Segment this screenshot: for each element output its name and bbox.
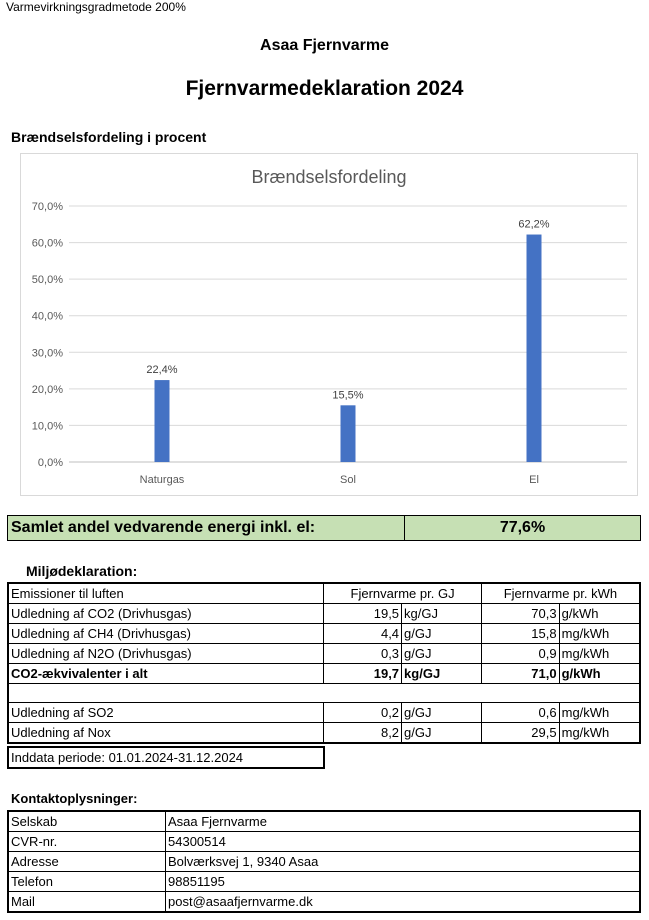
chart-bar [340, 405, 356, 462]
emission-label: Udledning af CO2 (Drivhusgas) [7, 603, 325, 624]
emission-gj-value: 19,5 [323, 603, 403, 624]
contact-key: Adresse [7, 851, 166, 872]
emission-gj-value: 0,3 [323, 643, 403, 664]
method-label: Varmevirkningsgradmetode 200% [6, 0, 186, 14]
emission-kwh-value: 70,3 [480, 603, 560, 624]
emission-gj-unit: g/GJ [401, 623, 482, 644]
contact-row: Selskab Asaa Fjernvarme [7, 810, 641, 832]
bar-value-label: 15,5% [332, 389, 363, 401]
emission-kwh-unit: g/kWh [558, 603, 641, 624]
emission-kwh-value: 29,5 [480, 722, 560, 743]
contact-key: Mail [7, 891, 166, 913]
chart-labels: 22,4% Naturgas 15,5% Sol 62,2% El [140, 219, 550, 486]
y-tick-label: 40,0% [32, 311, 63, 323]
emission-kwh-unit: mg/kWh [558, 623, 641, 644]
y-tick-label: 10,0% [32, 420, 63, 432]
contact-key: Telefon [7, 871, 166, 892]
emission-total-label: CO2-ækvivalenter i alt [7, 663, 325, 684]
chart-title: Brændselsfordeling [251, 167, 406, 187]
emission-gj-unit: g/GJ [401, 702, 482, 723]
emission-label: Udledning af N2O (Drivhusgas) [7, 643, 325, 664]
emission-label: Udledning af Nox [7, 722, 325, 743]
emission-total-kwh-unit: g/kWh [558, 663, 641, 684]
y-tick-label: 60,0% [32, 238, 63, 250]
emission-kwh-unit: mg/kWh [558, 722, 641, 743]
emissions-row: Udledning af N2O (Drivhusgas) 0,3 g/GJ 0… [7, 643, 641, 664]
emissions-row: Udledning af Nox 8,2 g/GJ 29,5 mg/kWh [7, 722, 641, 743]
emissions-header-row: Emissioner til luften Fjernvarme pr. GJ … [7, 583, 641, 604]
emission-kwh-unit: mg/kWh [558, 702, 641, 723]
bar-value-label: 22,4% [146, 364, 177, 376]
chart-bar [526, 234, 542, 462]
renewable-share-divider [404, 516, 405, 540]
renewable-share-label: Samlet andel vedvarende energi inkl. el: [11, 519, 316, 536]
contact-row: Mail post@asaafjernvarme.dk [7, 891, 641, 913]
fuel-section-heading: Brændselsfordeling i procent [11, 129, 207, 145]
input-period: Inddata periode: 01.01.2024-31.12.2024 [7, 746, 325, 769]
contact-key: CVR-nr. [7, 831, 166, 852]
contact-row: Telefon 98851195 [7, 871, 641, 892]
x-category-label: Naturgas [140, 474, 185, 486]
emission-total-kwh-value: 71,0 [480, 663, 560, 684]
emission-kwh-value: 0,9 [480, 643, 560, 664]
contact-value: 54300514 [165, 831, 641, 852]
y-tick-label: 70,0% [32, 201, 63, 213]
chart-y-axis: 0,0% 10,0% 20,0% 30,0% 40,0% 50,0% 60,0% 70,0% [32, 201, 63, 469]
emission-label: Udledning af SO2 [7, 702, 325, 723]
fuel-chart: 0,0% 10,0% 20,0% 30,0% 40,0% 50,0% 60,0% 70,0% … [20, 153, 638, 496]
emission-gj-value: 0,2 [323, 702, 403, 723]
emissions-header-gj: Fjernvarme pr. GJ [323, 583, 482, 604]
contact-row: Adresse Bolværksvej 1, 9340 Asaa [7, 851, 641, 872]
emissions-table: Emissioner til luften Fjernvarme pr. GJ … [7, 582, 641, 744]
contact-value: post@asaafjernvarme.dk [165, 891, 641, 913]
contact-heading: Kontaktoplysninger: [11, 791, 138, 806]
emission-gj-unit: g/GJ [401, 722, 482, 743]
emission-gj-value: 4,4 [323, 623, 403, 644]
x-category-label: Sol [340, 474, 356, 486]
x-category-label: El [529, 474, 539, 486]
emission-total-gj-unit: kg/GJ [401, 663, 482, 684]
emissions-spacer-row [8, 683, 640, 703]
bar-value-label: 62,2% [518, 219, 549, 231]
emission-label: Udledning af CH4 (Drivhusgas) [7, 623, 325, 644]
y-tick-label: 20,0% [32, 384, 63, 396]
contact-value: 98851195 [165, 871, 641, 892]
emission-kwh-value: 15,8 [480, 623, 560, 644]
emission-kwh-unit: mg/kWh [558, 643, 641, 664]
environment-heading: Miljødeklaration: [26, 563, 138, 579]
y-tick-label: 30,0% [32, 347, 63, 359]
contact-value: Asaa Fjernvarme [165, 810, 641, 832]
renewable-share-row: Samlet andel vedvarende energi inkl. el:… [7, 515, 641, 541]
contact-key: Selskab [7, 810, 166, 832]
contact-row: CVR-nr. 54300514 [7, 831, 641, 852]
chart-bars [154, 234, 542, 462]
emissions-row: Udledning af CH4 (Drivhusgas) 4,4 g/GJ 1… [7, 623, 641, 644]
emission-kwh-value: 0,6 [480, 702, 560, 723]
emissions-spacer-cell [8, 683, 640, 703]
renewable-share-value: 77,6% [499, 519, 546, 536]
page-title: Fjernvarmedeklaration 2024 [185, 77, 464, 100]
emission-gj-unit: kg/GJ [401, 603, 482, 624]
emission-gj-unit: g/GJ [401, 643, 482, 664]
emissions-total-row: CO2-ækvivalenter i alt 19,7 kg/GJ 71,0 g… [7, 663, 641, 684]
emissions-header-kwh: Fjernvarme pr. kWh [480, 583, 641, 604]
emission-total-gj-value: 19,7 [323, 663, 403, 684]
contact-table: Selskab Asaa Fjernvarme CVR-nr. 54300514… [7, 810, 641, 913]
contact-value: Bolværksvej 1, 9340 Asaa [165, 851, 641, 872]
y-tick-label: 0,0% [38, 457, 63, 469]
fuel-chart-svg: 0,0%10,0%20,0%30,0%40,0%50,0%60,0%70,0% … [32, 167, 627, 486]
emissions-row: Udledning af SO2 0,2 g/GJ 0,6 mg/kWh [7, 702, 641, 723]
emission-gj-value: 8,2 [323, 722, 403, 743]
company-name: Asaa Fjernvarme [260, 37, 389, 54]
chart-bar [154, 380, 170, 462]
emissions-header-label: Emissioner til luften [7, 583, 325, 604]
y-tick-label: 50,0% [32, 274, 63, 286]
emissions-row: Udledning af CO2 (Drivhusgas) 19,5 kg/GJ… [7, 603, 641, 624]
